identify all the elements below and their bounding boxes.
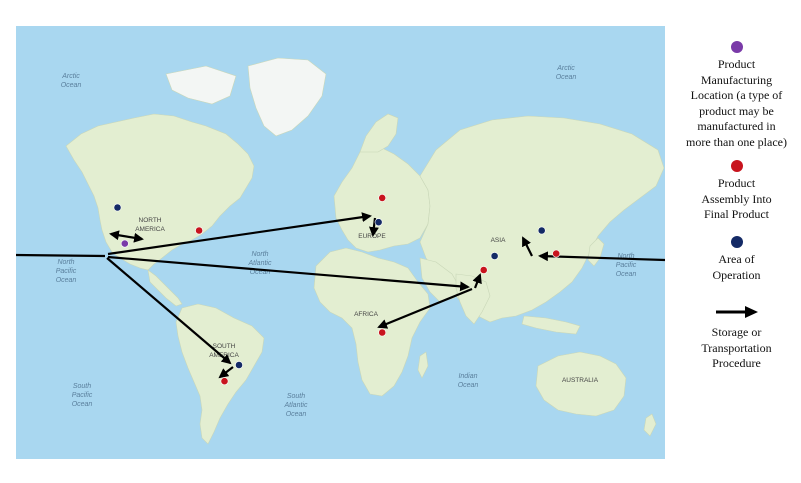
world-map: Arctic Ocean Arctic Ocean NORTH AMERICA EUR…	[16, 26, 665, 459]
arrow-to-south-asia	[107, 255, 470, 292]
legend-transport-line3: Procedure	[712, 356, 761, 370]
label-australia: AUSTRALIA	[562, 377, 599, 384]
assembly-location-marker	[195, 226, 203, 235]
arrow-to-brazil	[106, 257, 232, 365]
legend-manufacturing-line5: manufactured in	[697, 119, 776, 133]
legend-transport-line1: Storage or	[711, 325, 762, 339]
central-america-land	[147, 269, 183, 307]
legend-manufacturing-line2: Manufacturing	[700, 72, 773, 87]
southeast-asia-land	[521, 315, 581, 335]
assembly-location-marker	[378, 328, 387, 337]
label-asia: ASIA	[491, 237, 506, 244]
arrow-to-europe	[107, 212, 372, 256]
marker-layer	[113, 193, 561, 386]
operation-area-marker	[374, 218, 383, 227]
operation-area-marker	[537, 226, 546, 235]
legend-operation: Area of Operation	[672, 236, 801, 283]
legend-assembly-line2: Assembly Into	[701, 191, 772, 206]
arrow-west-incoming	[16, 253, 106, 258]
assembly-location-marker	[479, 266, 488, 274]
legend-transport: Storage or Transportation Procedure	[672, 305, 801, 372]
manufacturing-location-marker	[120, 239, 129, 248]
red-dot-icon	[730, 160, 743, 172]
purple-dot-icon	[730, 41, 743, 53]
label-indian-ocean: Indian Ocean	[458, 373, 479, 389]
assembly-location-marker	[378, 193, 387, 202]
label-north-america: NORTH AMERICA	[135, 217, 165, 233]
legend-manufacturing: Product Manufacturing Location (a type o…	[672, 41, 801, 150]
arrow-right-icon	[715, 306, 758, 318]
arrow-south-asia-to-africa	[377, 287, 473, 329]
label-arctic-ocean-left: Arctic Ocean	[61, 73, 82, 89]
legend-manufacturing-line3: Location (a type of	[690, 88, 783, 102]
operation-area-marker	[113, 203, 122, 212]
legend-assembly-line1: Product	[717, 176, 756, 190]
legend-transport-line2: Transportation	[701, 340, 772, 355]
label-south-pacific: South Pacific Ocean	[72, 383, 93, 408]
label-africa: AFRICA	[354, 311, 379, 318]
label-north-atlantic: North Atlantic Ocean	[248, 251, 272, 276]
africa-land	[313, 247, 431, 397]
madagascar-land	[417, 351, 429, 379]
arrow-pacific-northwest	[109, 230, 144, 243]
assembly-location-marker	[552, 249, 561, 258]
label-south-atlantic: South Atlantic Ocean	[284, 393, 308, 418]
australia-land	[535, 351, 627, 417]
new-zealand-land	[643, 413, 657, 437]
navy-dot-icon	[730, 236, 743, 248]
scandinavia-land	[359, 113, 399, 153]
legend-operation-line1: Area of	[718, 252, 755, 266]
arctic-islands-land	[165, 65, 237, 105]
arrow-east-incoming	[538, 251, 665, 262]
label-north-pacific-right: North Pacific Ocean	[616, 253, 637, 278]
label-arctic-ocean-right: Arctic Ocean	[556, 65, 577, 81]
legend-manufacturing-line4: product may be	[699, 103, 774, 118]
operation-area-marker	[235, 361, 243, 369]
label-north-pacific-left: North Pacific Ocean	[56, 259, 77, 284]
arrow-europe-down	[369, 217, 379, 237]
legend-manufacturing-line1: Product	[717, 57, 756, 71]
legend-operation-line2: Operation	[712, 267, 761, 282]
arrow-east-asia-up	[522, 236, 533, 257]
operation-area-marker	[490, 252, 499, 260]
arrow-brazil-to-assembly	[218, 366, 234, 379]
legend-assembly: Product Assembly Into Final Product	[672, 160, 801, 223]
transport-arrows	[16, 212, 665, 379]
legend-manufacturing-line6: more than one place)	[686, 134, 787, 149]
arrow-south-asia-up	[472, 273, 482, 289]
legend-assembly-line3: Final Product	[704, 207, 769, 221]
assembly-location-marker	[220, 377, 229, 386]
greenland-land	[247, 57, 327, 137]
